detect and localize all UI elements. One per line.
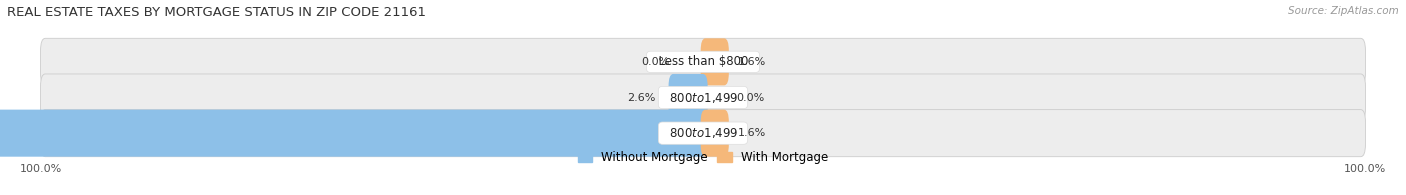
Text: 2.6%: 2.6% <box>627 92 655 103</box>
Text: 1.6%: 1.6% <box>738 128 766 138</box>
Text: Less than $800: Less than $800 <box>651 55 755 68</box>
FancyBboxPatch shape <box>41 74 1365 121</box>
FancyBboxPatch shape <box>41 110 1365 157</box>
FancyBboxPatch shape <box>41 38 1365 85</box>
FancyBboxPatch shape <box>0 110 707 157</box>
Text: 1.6%: 1.6% <box>738 57 766 67</box>
Text: 0.0%: 0.0% <box>641 57 669 67</box>
Text: $800 to $1,499: $800 to $1,499 <box>662 90 744 105</box>
Text: REAL ESTATE TAXES BY MORTGAGE STATUS IN ZIP CODE 21161: REAL ESTATE TAXES BY MORTGAGE STATUS IN … <box>7 6 426 19</box>
FancyBboxPatch shape <box>700 110 728 157</box>
Text: Source: ZipAtlas.com: Source: ZipAtlas.com <box>1288 6 1399 16</box>
Legend: Without Mortgage, With Mortgage: Without Mortgage, With Mortgage <box>578 151 828 164</box>
FancyBboxPatch shape <box>669 74 707 121</box>
FancyBboxPatch shape <box>700 38 728 85</box>
Text: $800 to $1,499: $800 to $1,499 <box>662 126 744 140</box>
Text: 0.0%: 0.0% <box>737 92 765 103</box>
